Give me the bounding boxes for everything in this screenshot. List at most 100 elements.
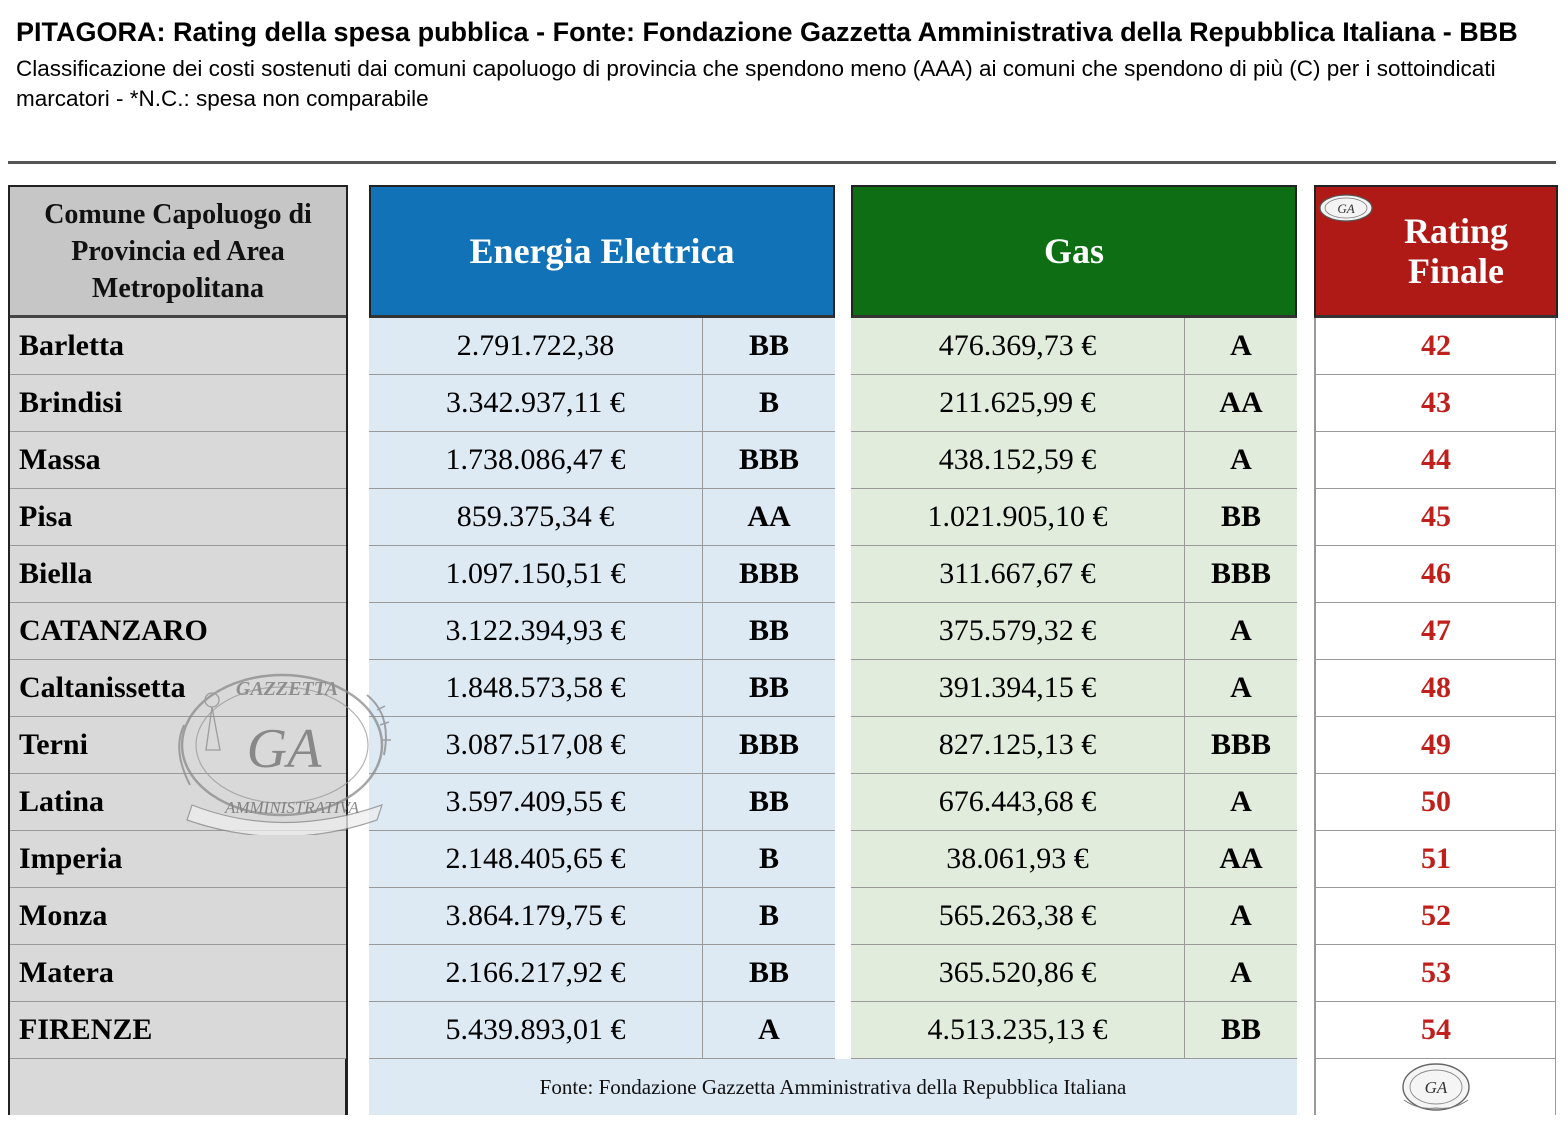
table-row-energia: 2.166.217,92 € BB xyxy=(369,945,835,1002)
rating-value: 47 xyxy=(1316,603,1556,660)
rating-column: Rating Finale 42 43 44 45 46 47 48 49 50 51 52 53 54 xyxy=(1314,185,1558,1115)
table-row-gas: 365.520,86 € A xyxy=(851,945,1297,1002)
gas-value: 476.369,73 € xyxy=(851,318,1185,374)
table-row-energia: 5.439.893,01 € A xyxy=(369,1002,835,1059)
gas-value: 365.520,86 € xyxy=(851,945,1185,1001)
energia-value: 3.087.517,08 € xyxy=(369,717,703,773)
rating-value: 49 xyxy=(1316,717,1556,774)
table-row-energia: 1.738.086,47 € BBB xyxy=(369,432,835,489)
energia-value: 3.597.409,55 € xyxy=(369,774,703,830)
energia-rating: BB xyxy=(748,614,790,647)
energia-rating: BBB xyxy=(738,443,800,476)
gas-column-header: Gas xyxy=(851,185,1297,318)
gas-rating: A xyxy=(1230,614,1252,647)
energia-value: 859.375,34 € xyxy=(369,489,703,545)
ga-footer-logo-icon: GA xyxy=(1402,1063,1470,1111)
table-row-gas: 1.021.905,10 € BB xyxy=(851,489,1297,546)
energia-rating: B xyxy=(758,899,779,932)
energia-value: 5.439.893,01 € xyxy=(369,1002,703,1058)
table-row-city: Brindisi xyxy=(10,375,346,432)
seal-text: GA xyxy=(1337,201,1354,216)
rating-value: 46 xyxy=(1316,546,1556,603)
table-row-city: Massa xyxy=(10,432,346,489)
table-row-city: Pisa xyxy=(10,489,346,546)
energia-value: 1.848.573,58 € xyxy=(369,660,703,716)
footer-logo-text: GA xyxy=(1425,1078,1448,1097)
table-row-energia: 2.791.722,38 BB xyxy=(369,318,835,375)
gas-value: 38.061,93 € xyxy=(851,831,1185,887)
gas-value: 827.125,13 € xyxy=(851,717,1185,773)
rating-column-header: Rating Finale xyxy=(1314,185,1558,318)
source-note: Fonte: Fondazione Gazzetta Amministrativ… xyxy=(369,1059,1297,1115)
page-title: PITAGORA: Rating della spesa pubblica - … xyxy=(16,17,1518,47)
table-row-gas: 311.667,67 € BBB xyxy=(851,546,1297,603)
table-row-gas: 391.394,15 € A xyxy=(851,660,1297,717)
energia-rating: BB xyxy=(748,785,790,818)
table-row-energia: 859.375,34 € AA xyxy=(369,489,835,546)
rating-value: 45 xyxy=(1316,489,1556,546)
energia-column: Energia Elettrica 2.791.722,38 BB 3.342.93… xyxy=(369,185,835,1115)
rating-value: 50 xyxy=(1316,774,1556,831)
table-row-city: Biella xyxy=(10,546,346,603)
energia-value: 2.166.217,92 € xyxy=(369,945,703,1001)
table-row-city: Monza xyxy=(10,888,346,945)
gas-rating: A xyxy=(1230,785,1252,818)
table-row-city: Matera xyxy=(10,945,346,1002)
rating-value: 53 xyxy=(1316,945,1556,1002)
table-row-gas: 438.152,59 € A xyxy=(851,432,1297,489)
gas-rating: BBB xyxy=(1210,728,1272,761)
table-row-city: Barletta xyxy=(10,318,346,375)
energia-rating: BB xyxy=(748,956,790,989)
energia-rating: BBB xyxy=(738,728,800,761)
table-row-city: FIRENZE xyxy=(10,1002,346,1059)
energia-rating: BB xyxy=(748,671,790,704)
gas-rating: A xyxy=(1230,899,1252,932)
energia-rating: B xyxy=(758,386,779,419)
gas-rating: BB xyxy=(1220,500,1262,533)
energia-value: 1.097.150,51 € xyxy=(369,546,703,602)
gas-value: 375.579,32 € xyxy=(851,603,1185,659)
energia-rating: BBB xyxy=(738,557,800,590)
table-row-city: Terni xyxy=(10,717,346,774)
energia-rating: BB xyxy=(748,329,790,362)
gas-rating: A xyxy=(1230,443,1252,476)
table-row-energia: 3.597.409,55 € BB xyxy=(369,774,835,831)
table-row-city: Imperia xyxy=(10,831,346,888)
table-row-gas: 565.263,38 € A xyxy=(851,888,1297,945)
table-row-gas: 38.061,93 € AA xyxy=(851,831,1297,888)
energia-column-header: Energia Elettrica xyxy=(369,185,835,318)
gas-value: 391.394,15 € xyxy=(851,660,1185,716)
gas-value: 1.021.905,10 € xyxy=(851,489,1185,545)
table-row-energia: 1.848.573,58 € BB xyxy=(369,660,835,717)
gas-value: 676.443,68 € xyxy=(851,774,1185,830)
gas-rating: A xyxy=(1230,956,1252,989)
rating-value: 52 xyxy=(1316,888,1556,945)
page-header: PITAGORA: Rating della spesa pubblica - … xyxy=(16,14,1556,114)
gas-rating: AA xyxy=(1219,386,1263,419)
rating-value: 54 xyxy=(1316,1002,1556,1059)
gas-value: 438.152,59 € xyxy=(851,432,1185,488)
energia-value: 1.738.086,47 € xyxy=(369,432,703,488)
gas-rating: AA xyxy=(1219,842,1263,875)
energia-value: 3.864.179,75 € xyxy=(369,888,703,944)
city-column: Comune Capoluogo di Provincia ed Area Me… xyxy=(8,185,348,1115)
energia-rating: B xyxy=(758,842,779,875)
city-column-title: Comune Capoluogo di Provincia ed Area Me… xyxy=(44,198,312,304)
rating-value: 48 xyxy=(1316,660,1556,717)
energia-rating: A xyxy=(758,1013,780,1046)
gas-rating: A xyxy=(1230,329,1252,362)
energia-value: 2.791.722,38 xyxy=(369,318,703,374)
gas-rating: BB xyxy=(1220,1013,1262,1046)
rating-value: 42 xyxy=(1316,318,1556,375)
table-row-energia: 2.148.405,65 € B xyxy=(369,831,835,888)
gas-value: 311.667,67 € xyxy=(851,546,1185,602)
energia-value: 3.342.937,11 € xyxy=(369,375,703,431)
table-row-gas: 676.443,68 € A xyxy=(851,774,1297,831)
rating-value: 43 xyxy=(1316,375,1556,432)
table-row-energia: 3.864.179,75 € B xyxy=(369,888,835,945)
rating-value: 51 xyxy=(1316,831,1556,888)
gas-column: Gas 476.369,73 € A 211.625,99 € AA 438.152,5… xyxy=(851,185,1297,1115)
energia-rating: AA xyxy=(747,500,791,533)
table-row-gas: 476.369,73 € A xyxy=(851,318,1297,375)
city-column-header: Comune Capoluogo di Provincia ed Area Me… xyxy=(10,187,346,318)
